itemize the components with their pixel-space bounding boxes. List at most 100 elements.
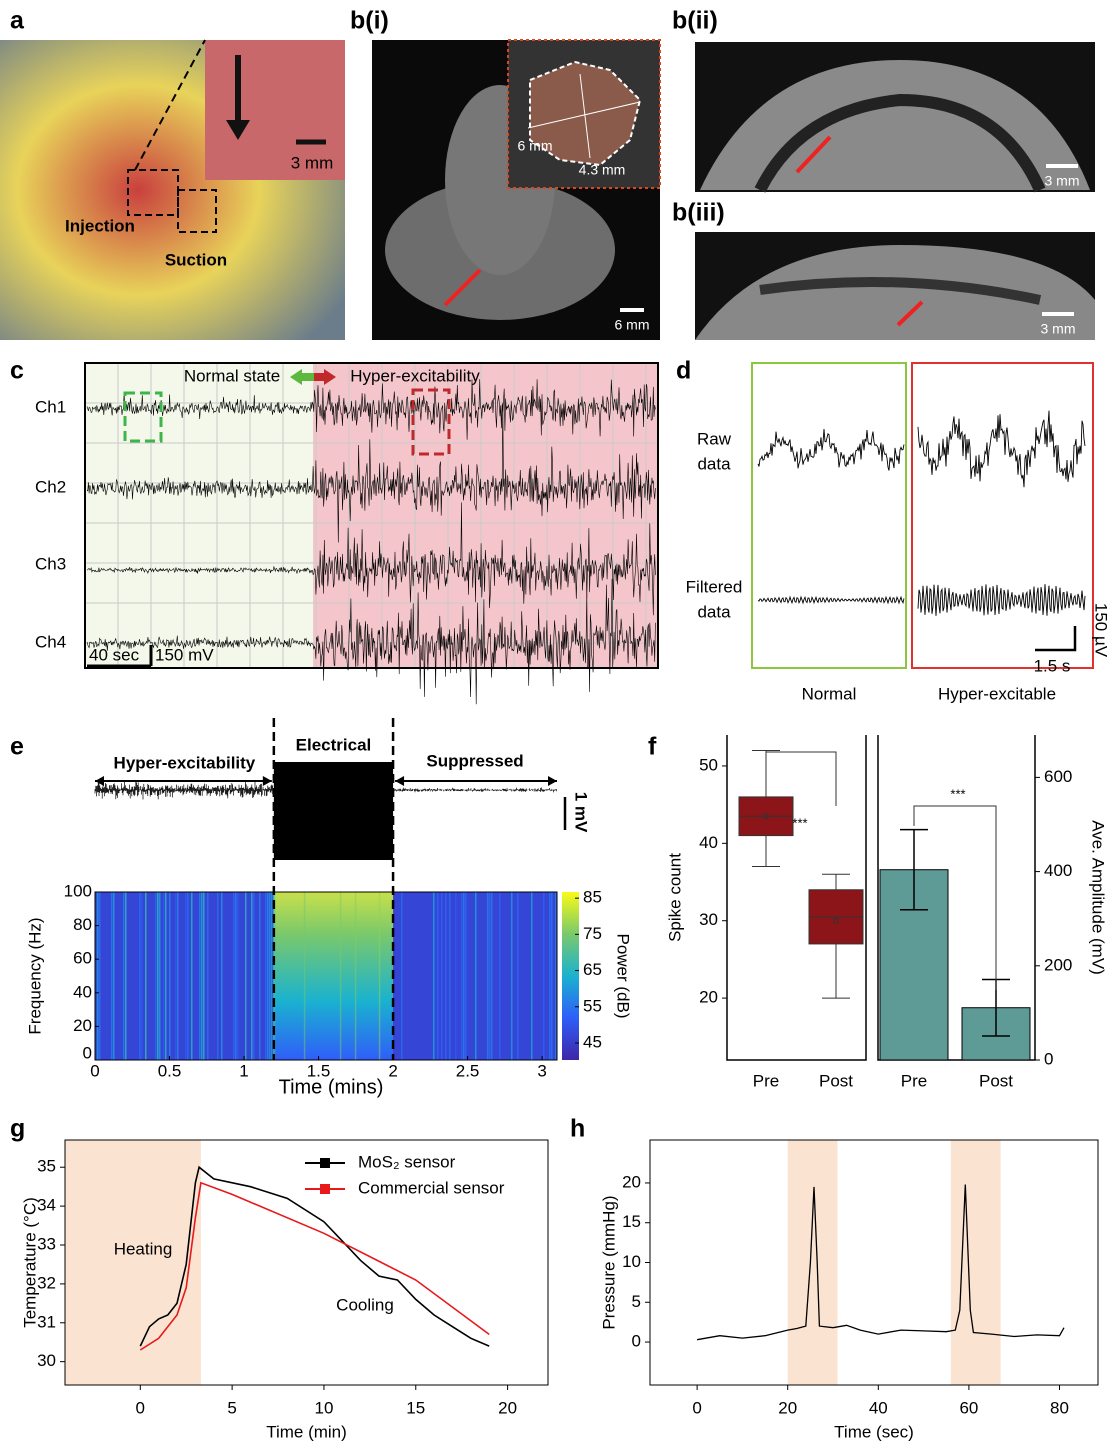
arrow-head <box>263 776 272 786</box>
spectrogram-illustration <box>237 892 239 1060</box>
spectrogram-illustration <box>233 892 235 1060</box>
y2-tick-label: 400 <box>1044 861 1072 880</box>
scale-label: 1 mV <box>572 792 591 833</box>
y-axis-label: Temperature (°C) <box>20 1197 39 1328</box>
label: Normal <box>802 684 857 703</box>
x-tick-label: 20 <box>498 1398 517 1417</box>
spectrogram-illustration <box>251 892 253 1060</box>
spectrogram-illustration <box>355 892 357 1060</box>
spectrogram-illustration <box>207 892 209 1060</box>
spectrogram-illustration <box>191 892 193 1060</box>
spectrogram-illustration <box>155 892 157 1060</box>
x-tick-label: 15 <box>406 1398 425 1417</box>
channel-label: Ch1 <box>35 397 66 416</box>
label: Raw <box>697 429 732 448</box>
arrow-head <box>548 776 557 786</box>
spectrogram-illustration <box>141 892 143 1060</box>
trace-illustration <box>918 584 1085 616</box>
y-tick-label: 80 <box>73 915 92 934</box>
arrow-head <box>95 776 104 786</box>
x-tick-label: 0.5 <box>158 1061 182 1080</box>
y-tick-label: 15 <box>622 1212 641 1231</box>
panel-label: a <box>10 7 25 35</box>
x-tick-label: 0 <box>692 1398 701 1417</box>
x-axis-label: Time (min) <box>266 1422 347 1441</box>
colorbar <box>562 892 579 1060</box>
spectrogram-illustration <box>274 892 393 1060</box>
spectrogram-illustration <box>165 892 167 1060</box>
y-axis-label: Pressure (mmHg) <box>599 1195 618 1329</box>
series-line <box>697 1185 1064 1340</box>
spectrogram-illustration <box>253 892 255 1060</box>
x-tick-label: 0 <box>136 1398 145 1417</box>
y-tick-label: 40 <box>699 833 718 852</box>
y-tick-label: 40 <box>73 982 92 1001</box>
label: Hyper-excitable <box>938 684 1056 703</box>
spectrogram-illustration <box>340 892 342 1060</box>
scale-bar <box>1035 626 1075 650</box>
spectrogram-illustration <box>267 892 269 1060</box>
spectrogram-illustration <box>145 892 147 1060</box>
label: data <box>697 454 731 473</box>
spectrogram-illustration <box>169 892 171 1060</box>
spectrogram-illustration <box>139 892 141 1060</box>
channel-label: Ch4 <box>35 632 66 651</box>
y-tick-label: 34 <box>37 1196 56 1215</box>
scale-label: 1.5 s <box>1034 656 1071 675</box>
spectrogram-illustration <box>111 892 113 1060</box>
spectrogram-illustration <box>475 892 477 1060</box>
y-tick-label: 31 <box>37 1312 56 1331</box>
label: Hyper-excitability <box>350 366 480 385</box>
annotation: Cooling <box>336 1295 394 1314</box>
panel-label: d <box>676 357 691 385</box>
spectrogram-illustration <box>245 892 247 1060</box>
x-axis-label: Time (mins) <box>279 1076 384 1098</box>
annotation: Suppressed <box>426 751 523 770</box>
heating-region <box>65 1140 201 1385</box>
significance: *** <box>950 786 965 801</box>
y-tick-label: 0 <box>83 1043 92 1062</box>
spectrogram-illustration <box>217 892 219 1060</box>
panel-label: g <box>10 1115 25 1143</box>
spectrogram-illustration <box>445 892 447 1060</box>
x-tick-label: Pre <box>901 1071 927 1090</box>
trace-illustration <box>918 411 1085 488</box>
spectrogram-illustration <box>185 892 187 1060</box>
y-tick-label: 32 <box>37 1273 56 1292</box>
y-tick-label: 5 <box>632 1292 641 1311</box>
panel-label: b(ii) <box>672 7 718 35</box>
spectrogram-illustration <box>221 892 223 1060</box>
spectrogram-illustration <box>123 892 125 1060</box>
spectrogram-illustration <box>487 892 489 1060</box>
dimension-label: 4.3 mm <box>579 162 626 178</box>
label: data <box>697 602 731 621</box>
y2-tick-label: 600 <box>1044 767 1072 786</box>
x-axis-label: Time (sec) <box>834 1422 914 1441</box>
spectrogram-illustration <box>465 892 467 1060</box>
hyper-region <box>313 363 658 668</box>
x-tick-label: 20 <box>778 1398 797 1417</box>
scale-label: 3 mm <box>1045 173 1080 189</box>
spectrogram-illustration <box>491 892 493 1060</box>
spectrogram-illustration <box>379 892 381 1060</box>
spectrogram-illustration <box>555 892 557 1060</box>
spectrogram-illustration <box>203 892 205 1060</box>
spectrogram-illustration <box>441 892 443 1060</box>
colorbar-tick-label: 65 <box>583 960 602 979</box>
spectrogram-illustration <box>401 892 403 1060</box>
scale-label: 40 sec <box>89 645 140 664</box>
significance: *** <box>792 815 807 830</box>
x-tick-label: Pre <box>753 1071 779 1090</box>
spectrogram-illustration <box>543 892 545 1060</box>
scale-label: 3 mm <box>1041 321 1076 337</box>
spectrogram-illustration <box>157 892 159 1060</box>
trace-illustration <box>758 429 904 471</box>
spectrogram-illustration <box>259 892 261 1060</box>
y-tick-label: 33 <box>37 1234 56 1253</box>
spectrogram-illustration <box>551 892 553 1060</box>
spectrogram-illustration <box>159 892 161 1060</box>
traces <box>758 411 1085 616</box>
spectrogram-illustration <box>463 892 465 1060</box>
annotation: Hyper-excitability <box>114 753 256 772</box>
stimulus-region <box>788 1140 838 1385</box>
